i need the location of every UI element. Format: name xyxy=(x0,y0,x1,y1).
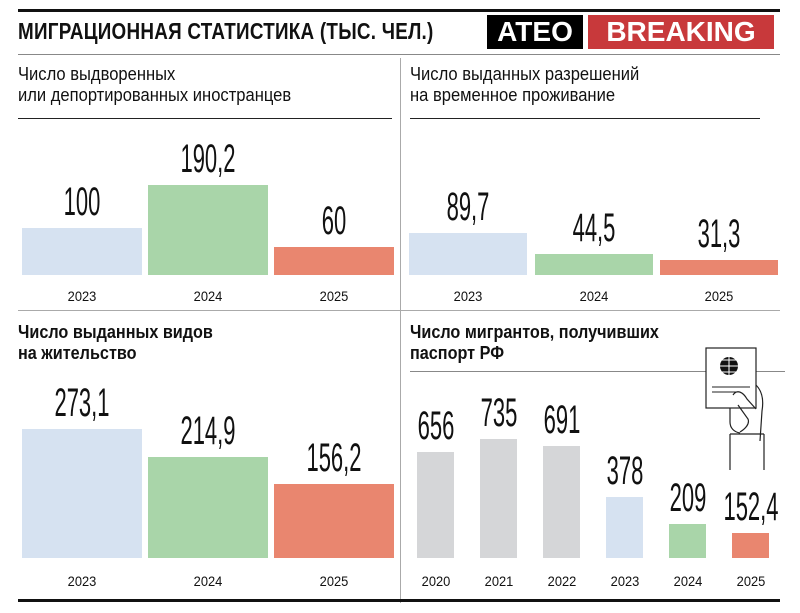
title-line: или депортированных иностранцев xyxy=(18,85,292,105)
title-line: на временное проживание xyxy=(410,85,616,105)
bar-2023 xyxy=(409,232,527,275)
data-label: 156,2 xyxy=(306,436,362,481)
data-label: 735 xyxy=(480,390,517,435)
year-tick-label: 2025 xyxy=(319,573,349,589)
year-tick-label: 2025 xyxy=(736,573,765,589)
panel-4-title: Число мигрантов, получивших паспорт РФ xyxy=(410,322,659,364)
year-tick-label: 2022 xyxy=(547,573,576,589)
panel-2-rule xyxy=(410,118,760,119)
year-tick-label: 2023 xyxy=(67,573,97,589)
title-line: на жительство xyxy=(18,343,137,363)
data-label: 273,1 xyxy=(54,381,110,426)
panel-1-rule xyxy=(18,118,392,119)
panel-3-title: Число выданных видов на жительство xyxy=(18,322,213,364)
year-tick-label: 2023 xyxy=(453,288,483,304)
bar-2024 xyxy=(669,524,706,558)
bar-2021 xyxy=(480,438,517,558)
bar-2023 xyxy=(22,429,142,558)
year-tick-label: 2024 xyxy=(673,573,702,589)
year-tick-label: 2024 xyxy=(579,288,608,304)
title-line: Число выдворенных xyxy=(18,64,176,84)
bar-2025 xyxy=(660,260,778,275)
header-divider xyxy=(18,54,780,55)
bar-2024 xyxy=(148,185,268,275)
year-tick-label: 2023 xyxy=(610,573,639,589)
passport-in-hand-icon xyxy=(705,347,765,470)
logo-ateo: ATEO xyxy=(487,15,583,49)
year-tick-label: 2021 xyxy=(484,573,513,589)
data-label: 152,4 xyxy=(722,485,779,530)
bar-2023 xyxy=(22,227,142,275)
bar-2025 xyxy=(274,246,394,275)
panel-1-title: Число выдворенных или депортированных ин… xyxy=(18,64,291,106)
bar-2025 xyxy=(732,533,769,558)
year-tick-label: 2024 xyxy=(193,288,223,304)
column-divider xyxy=(400,58,401,603)
bar-2024 xyxy=(148,456,268,558)
year-tick-label: 2025 xyxy=(319,288,349,304)
top-rule xyxy=(18,9,780,12)
data-label: 190,2 xyxy=(180,137,236,182)
title-line: Число выданных видов xyxy=(18,322,213,342)
data-label: 691 xyxy=(543,398,580,443)
panel-2-title: Число выданных разрешений на временное п… xyxy=(410,64,639,106)
data-label: 214,9 xyxy=(180,408,236,453)
year-tick-label: 2025 xyxy=(704,288,734,304)
data-label: 656 xyxy=(417,403,454,448)
data-label: 100 xyxy=(63,179,101,224)
bar-2022 xyxy=(543,446,580,558)
data-label: 60 xyxy=(321,198,347,243)
data-label: 89,7 xyxy=(446,184,490,229)
data-label: 44,5 xyxy=(572,206,615,251)
data-label: 31,3 xyxy=(697,212,741,257)
logo-breaking: BREAKING xyxy=(588,15,774,49)
panel-4-rule xyxy=(410,371,785,372)
bottom-rule xyxy=(18,599,780,602)
page-title: МИГРАЦИОННАЯ СТАТИСТИКА (ТЫС. ЧЕЛ.) xyxy=(18,18,434,44)
year-tick-label: 2020 xyxy=(421,573,450,589)
title-line: Число выданных разрешений xyxy=(410,64,640,84)
data-label: 378 xyxy=(606,448,643,493)
title-line: паспорт РФ xyxy=(410,343,505,363)
bar-2024 xyxy=(534,254,653,275)
year-tick-label: 2024 xyxy=(193,573,223,589)
bar-2025 xyxy=(274,484,394,558)
bar-2020 xyxy=(417,451,454,558)
bar-2023 xyxy=(606,496,643,558)
title-line: Число мигрантов, получивших xyxy=(410,322,659,342)
row-divider xyxy=(18,310,780,311)
year-tick-label: 2023 xyxy=(67,288,97,304)
data-label: 209 xyxy=(669,476,706,521)
